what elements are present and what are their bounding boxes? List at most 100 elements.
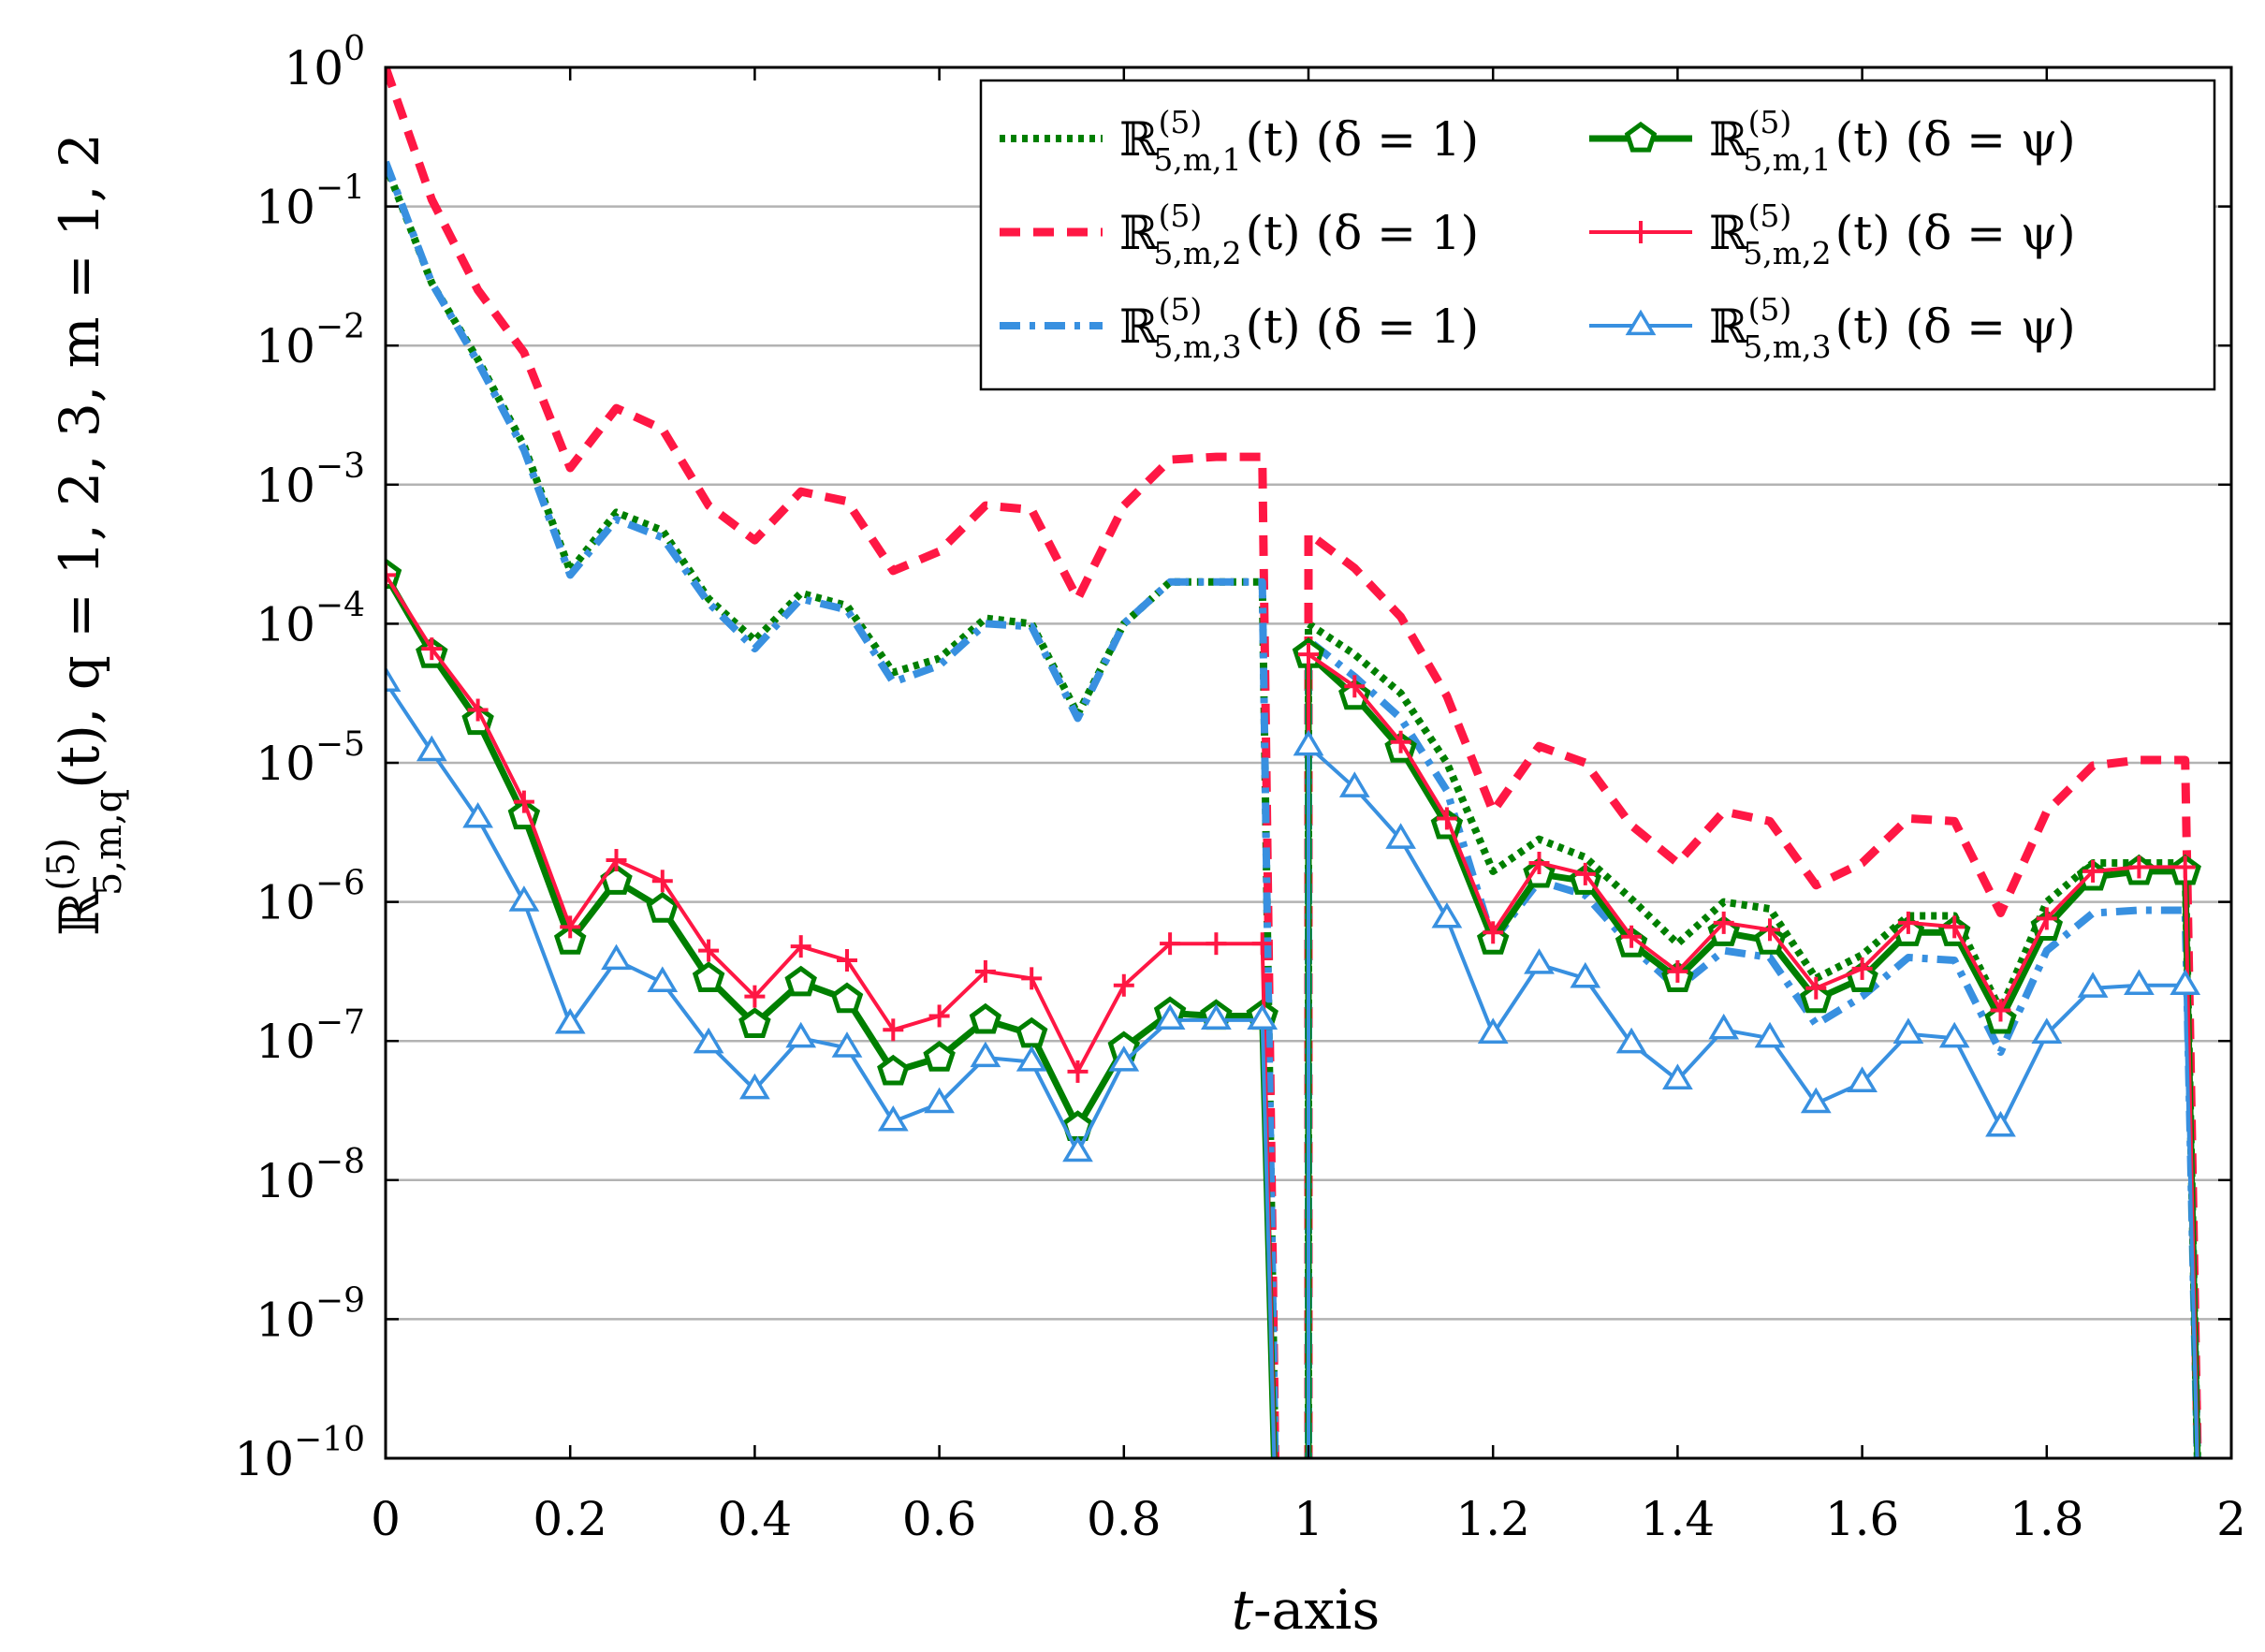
data-point (1754, 1021, 1786, 1048)
legend-item-R3_psi: ℝ(5) 5,m,3(t) (δ = ψ) (1589, 291, 2076, 365)
series-line (386, 160, 1279, 1458)
data-point (1293, 729, 1324, 756)
y-label-rest: (t), q = 1, 2, 3, m = 1, 2 (48, 133, 111, 789)
x-label-var: t (1232, 1578, 1254, 1642)
x-tick-label: 0.2 (533, 1492, 607, 1546)
data-point (646, 891, 680, 923)
x-tick-label: 1.4 (1641, 1492, 1716, 1546)
y-axis-label: ℝ(5) 5,m,q(t), q = 1, 2, 3, m = 1, 2 (40, 133, 130, 936)
series-R1_delta1 (386, 163, 2201, 1458)
legend-item-R2_delta1: ℝ(5) 5,m,2(t) (δ = 1) (1000, 197, 1479, 271)
y-tick-label: 100 (284, 30, 365, 95)
y-tick-label: 10−1 (256, 169, 365, 235)
series-R2_psi (386, 563, 2199, 1458)
y-tick-label: 10−8 (256, 1143, 365, 1208)
data-point (1570, 961, 1601, 988)
legend-item-R2_psi: ℝ(5) 5,m,2(t) (δ = ψ) (1589, 197, 2076, 271)
series-R2_delta1 (386, 67, 2202, 1458)
data-point (784, 965, 817, 997)
legend-label: ℝ(5) 5,m,2(t) (δ = ψ) (1709, 197, 2076, 271)
data-point (739, 1073, 770, 1100)
svg-text:ℝ(5)5,m,q(t), q = 1, 2, 3, m: ℝ(5) 5,m,q(t), q = 1, 2, 3, m = 1, 2 (40, 133, 130, 936)
data-point (1062, 1135, 1093, 1162)
data-point (1338, 771, 1370, 797)
series-line (386, 574, 1277, 1458)
x-tick-label: 0.4 (718, 1492, 793, 1546)
data-point (386, 665, 402, 692)
data-point (1154, 1003, 1186, 1031)
data-point (738, 1007, 771, 1038)
x-tick-label: 0.6 (902, 1492, 977, 1546)
data-point (1201, 1003, 1232, 1031)
series-line (1305, 651, 2201, 1458)
data-point (830, 982, 864, 1014)
x-axis-label: t-axis (1232, 1578, 1381, 1642)
legend: ℝ(5) 5,m,1(t) (δ = 1) ℝ(5) 5,m,2(t) (δ = 1)… (979, 79, 2216, 391)
y-tick-label: 10−4 (256, 586, 365, 651)
series-R3_delta1 (386, 160, 2201, 1458)
legend-label: ℝ(5) 5,m,1(t) (δ = 1) (1119, 104, 1479, 178)
legend-marker (1624, 121, 1658, 153)
data-point (693, 1027, 724, 1054)
y-tick-label: 10−5 (256, 725, 365, 791)
data-point (1708, 1013, 1740, 1040)
y-label-sub: 5,m,q (87, 789, 130, 896)
data-point (923, 1040, 956, 1072)
x-tick-label: 0 (371, 1492, 401, 1546)
data-point (2124, 969, 2155, 995)
data-point (1938, 1021, 1970, 1048)
data-point (877, 1104, 909, 1132)
data-point (969, 1002, 1002, 1034)
data-point (601, 943, 632, 971)
series-line (1305, 620, 2201, 1458)
data-point (831, 1031, 863, 1058)
data-point (877, 1054, 910, 1086)
data-point (1892, 1017, 1924, 1044)
series-line (386, 67, 1279, 1458)
data-point (1847, 1066, 1878, 1092)
series-R1_psi (386, 558, 2201, 1458)
data-point (1431, 901, 1463, 928)
data-point (553, 924, 587, 955)
series-line (386, 573, 1278, 1458)
data-point (1477, 1017, 1509, 1044)
data-point (647, 966, 679, 992)
y-tick-label: 10−7 (256, 1003, 365, 1069)
data-point (1800, 1087, 1832, 1114)
legend-label: ℝ(5) 5,m,3(t) (δ = ψ) (1709, 291, 2076, 365)
x-tick-label: 1 (1293, 1492, 1323, 1546)
legend-label: ℝ(5) 5,m,1(t) (δ = ψ) (1709, 104, 2076, 178)
legend-item-R3_delta1: ℝ(5) 5,m,3(t) (δ = 1) (1000, 291, 1479, 365)
x-tick-label: 1.2 (1455, 1492, 1530, 1546)
y-tick-label: 10−2 (256, 308, 365, 373)
series-line (1304, 529, 2202, 1458)
x-tick-label: 1.6 (1825, 1492, 1900, 1546)
y-label-symbol: ℝ (48, 890, 111, 936)
legend-label: ℝ(5) 5,m,3(t) (δ = 1) (1119, 291, 1479, 365)
series-R3_psi (386, 665, 2201, 1458)
data-point (554, 1007, 586, 1034)
data-point (1385, 823, 1416, 849)
data-point (785, 1021, 817, 1048)
x-tick-label: 0.8 (1087, 1492, 1162, 1546)
y-tick-label: 10−6 (256, 865, 365, 930)
y-tick-label: 10−9 (256, 1281, 365, 1347)
x-label-rest: -axis (1253, 1578, 1380, 1642)
data-point (1662, 1063, 1693, 1089)
plot-series (386, 67, 2202, 1458)
data-point (1108, 1045, 1140, 1072)
y-label-sup: (5) (40, 838, 83, 891)
legend-marker (1625, 309, 1657, 336)
legend-box (979, 79, 2216, 391)
x-tick-label: 1.8 (2009, 1492, 2084, 1546)
data-point (1247, 1003, 1279, 1031)
legend-item-R1_delta1: ℝ(5) 5,m,1(t) (δ = 1) (1000, 104, 1479, 178)
data-point (692, 961, 725, 992)
data-point (1015, 1016, 1048, 1048)
data-point (1016, 1045, 1047, 1072)
series-line (1305, 636, 2201, 1458)
data-point (2170, 969, 2201, 995)
data-point (1615, 1027, 1647, 1054)
y-tick-label: 10−10 (234, 1421, 365, 1486)
